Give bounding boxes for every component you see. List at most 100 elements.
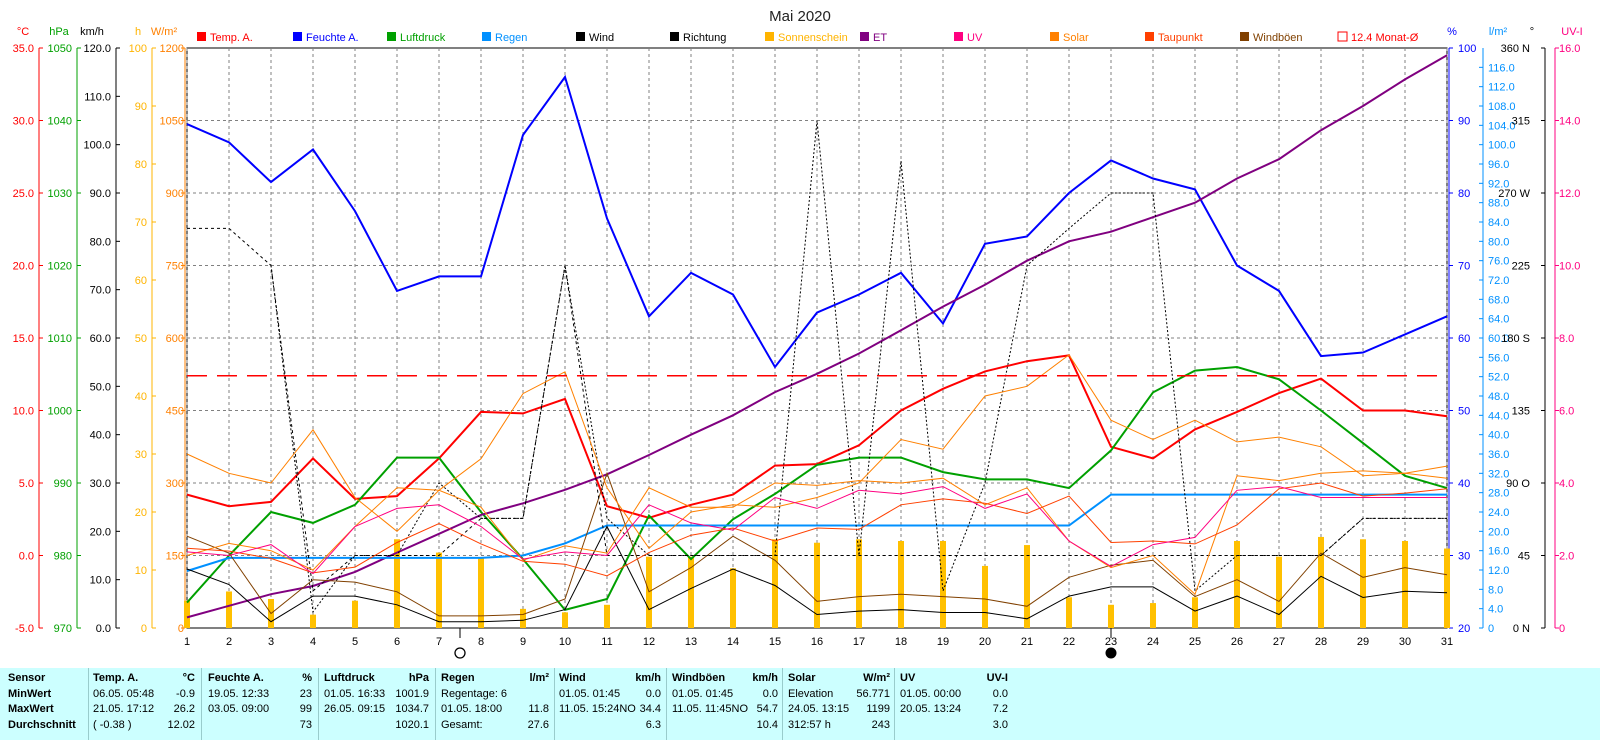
sunshine-bars [184,536,1450,628]
hum-avg-val: 73 [299,718,312,731]
legend-label: Regen [495,32,527,44]
dir-tick-label: 270 W [1498,188,1530,200]
sunshine-bar [730,568,736,628]
x-tick-label: 15 [769,636,781,648]
legend-swatch [482,32,491,41]
x-tick-label: 11 [601,636,612,648]
solar-avg-val: 243 [871,718,890,731]
legend-swatch [293,32,302,41]
sunshine-bar [1192,597,1198,628]
wind-title: Wind [559,672,586,684]
sunshine-bar [1108,604,1114,628]
solar-max-val: 1199 [866,703,890,715]
x-tick-label: 14 [727,636,739,648]
rain-tick-label: 108.0 [1488,101,1516,113]
uv-min-val: 0.0 [992,687,1008,700]
rain-tick-label: 28.0 [1488,488,1509,500]
label-max: MaxWert [8,703,54,715]
temp-tick-label: 5.0 [19,478,34,490]
hum-max-val: 99 [299,703,312,715]
wind-tick-label: 90.0 [90,188,111,200]
legend-label: Taupunkt [1158,32,1203,44]
sun-tick-label: 70 [135,217,147,229]
label-sensor: Sensor [8,672,46,684]
legend-label: Solar [1063,32,1089,44]
press-tick-label: 1000 [48,406,72,418]
sunshine-bar [1318,536,1324,628]
wind-tick-label: 110.0 [84,91,111,103]
uv-tick-label: 16.0 [1559,43,1580,55]
press-tick-label: 970 [54,623,72,635]
sunshine-bar [898,541,904,628]
hum-unit-label: % [1447,26,1457,38]
solar-unit: W/m² [863,672,890,684]
rain-tick-label: 84.0 [1488,217,1509,229]
wind-min-date: 01.05. 01:45 [559,687,621,700]
press-title: Luftdruck [324,672,375,684]
solar-hours: 312:57 h [788,718,831,731]
uv-tick-label: 12.0 [1559,188,1580,200]
press-tick-label: 980 [54,551,72,563]
sunshine-bar [394,539,400,628]
rain-max-date: 01.05. 18:00 [441,703,503,715]
x-tick-label: 26 [1231,636,1243,648]
temp-tick-label: 20.0 [13,261,34,273]
rain-max-val: 11.8 [528,703,549,715]
rain-tick-label: 0 [1488,623,1494,635]
x-tick-label: 29 [1357,636,1369,648]
solar-title: Solar [788,672,816,684]
sun-tick-label: 30 [135,449,147,461]
sun-tick-label: 90 [135,101,147,113]
rain-tick-label: 100.0 [1488,140,1516,152]
x-tick-label: 20 [979,636,991,648]
sunshine-bar [772,539,778,628]
x-tick-label: 9 [520,636,526,648]
x-tick-label: 7 [436,636,442,648]
x-tick-label: 30 [1399,636,1411,648]
rain-tick-label: 68.0 [1488,294,1509,306]
x-tick-label: 24 [1147,636,1159,648]
gust-min-date: 01.05. 01:45 [672,687,734,700]
x-tick-label: 21 [1021,636,1033,648]
series-regen [186,493,1447,572]
stats-gust: Windböen km/h 01.05. 01:45 0.0 11.05. 11:4… [672,671,780,733]
left-axes: 35.030.025.020.015.010.05.00.0-5.0°C1050… [13,26,186,635]
gust-avg-val: 10.4 [756,718,778,731]
temp-title: Temp. A. [93,672,139,684]
legend-swatch [1145,32,1154,41]
sun-tick-label: 100 [129,43,147,55]
wind-max-date: 11.05. 15:24NO [559,703,636,715]
dir-tick-label: 315 [1512,116,1530,128]
sunshine-bar [1360,539,1366,628]
press-unit-label: hPa [49,26,69,38]
sun-tick-label: 10 [135,565,147,577]
sun-tick-label: 20 [135,507,147,519]
sunshine-bar [1234,541,1240,628]
wind-tick-label: 100.0 [83,140,111,152]
hum-min-date: 19.05. 12:33 [208,687,270,700]
legend-label: Wind [589,32,614,44]
uv-tick-label: 4.0 [1559,478,1574,490]
rain-tick-label: 40.0 [1488,430,1509,442]
dir-unit-label: ° [1530,26,1534,38]
sunshine-bar [310,614,316,628]
wind-tick-label: 10.0 [90,575,111,587]
rain-days: Regentage: 6 [441,687,508,700]
rain-tick-label: 64.0 [1488,314,1509,326]
x-tick-label: 4 [310,636,316,648]
rain-total-label: Gesamt: [441,718,483,731]
hum-tick-label: 30 [1458,551,1470,563]
press-avg-val: 1020.1 [395,718,429,731]
series-taupunkt [186,482,1448,577]
hum-max-date: 03.05. 09:00 [208,703,270,715]
x-tick-label: 1 [184,636,190,648]
solar-elev-val: 56.771 [856,687,890,700]
solar-max-date: 24.05. 13:15 [788,703,850,715]
sunshine-bar [982,565,988,628]
sunshine-bar [1150,603,1156,628]
press-min-val: 1001.9 [395,687,429,700]
solar-elev-label: Elevation [788,687,834,700]
sun-tick-label: 60 [135,275,147,287]
rain-tick-label: 88.0 [1488,198,1509,210]
sun-tick-label: 40 [135,391,147,403]
